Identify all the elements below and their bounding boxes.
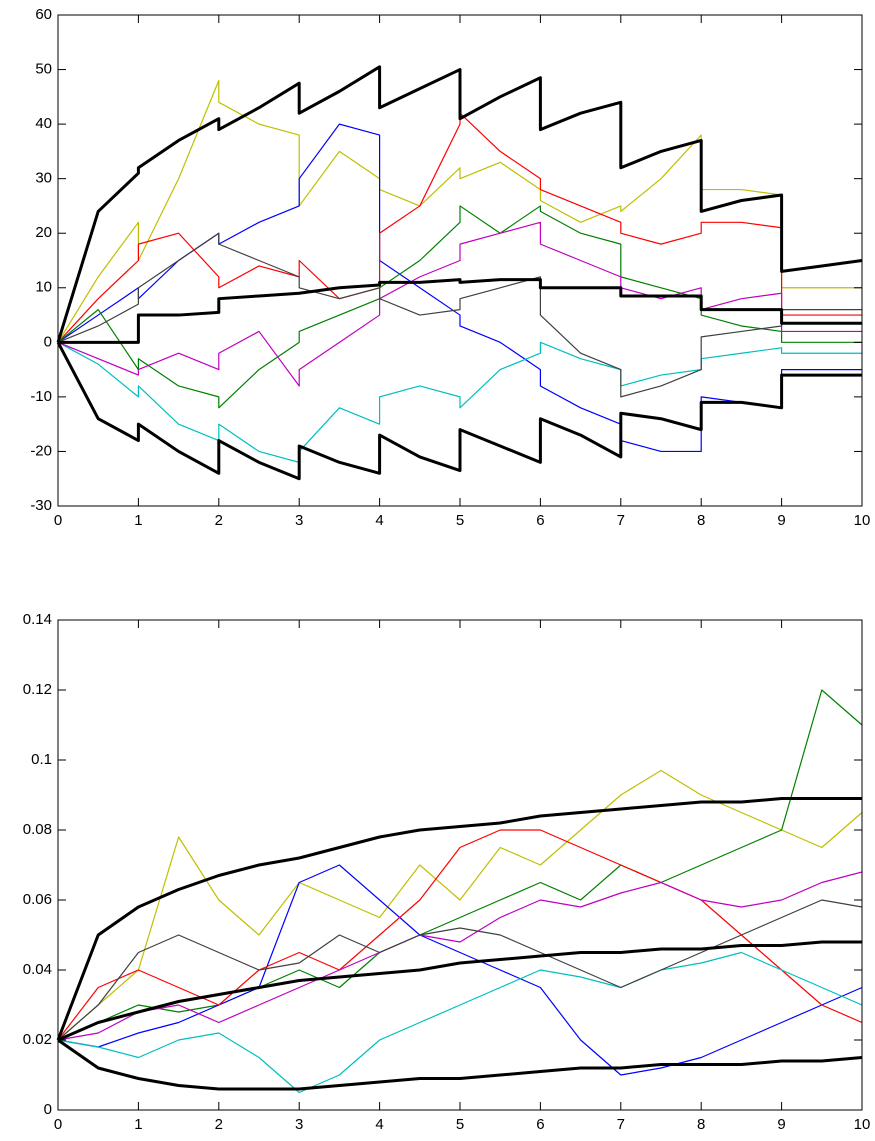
y-tick-label: 0.08 [23,821,52,838]
series-line [57,829,863,1041]
y-tick-label: 0.1 [31,751,52,768]
series-line [57,1038,863,1091]
series-line [57,79,862,343]
y-tick-label: -20 [30,442,52,459]
x-tick-label: 4 [375,512,383,529]
y-tick-label: 50 [35,61,52,78]
x-tick-label: 4 [375,1116,383,1133]
x-tick-label: 2 [215,1116,223,1133]
y-tick-label: 30 [35,170,52,187]
x-tick-label: 2 [215,512,223,529]
y-tick-label: 0.04 [23,961,52,978]
x-tick-label: 8 [697,512,705,529]
y-tick-label: 0.02 [23,1031,52,1048]
series-line [57,940,862,1042]
x-tick-label: 10 [854,1116,871,1133]
series-line [57,205,862,409]
plot-frame [57,619,863,1111]
series-line [57,871,863,1041]
x-tick-label: 6 [536,1116,544,1133]
y-tick-label: 10 [35,279,52,296]
x-tick-label: 8 [697,1116,705,1133]
x-tick-label: 5 [456,512,464,529]
series-line [57,899,863,1041]
series-line [58,278,862,344]
y-tick-label: 40 [35,115,52,132]
y-tick-label: -30 [30,497,52,514]
y-tick-label: 0.14 [23,611,52,628]
y-tick-label: 0.06 [23,891,52,908]
y-tick-label: 20 [35,224,52,241]
x-tick-label: 1 [134,512,142,529]
y-tick-label: 0.12 [23,681,52,698]
x-tick-label: 6 [536,512,544,529]
y-tick-label: 0 [44,1101,52,1118]
x-tick-label: 3 [295,1116,303,1133]
y-tick-label: 0 [44,333,52,350]
series-line [57,341,862,463]
y-tick-label: 60 [35,6,52,23]
series-line [56,797,862,1041]
x-tick-label: 3 [295,512,303,529]
series-line [57,221,862,387]
series-line [57,769,863,1041]
series-line [57,232,862,398]
x-tick-label: 0 [54,1116,62,1133]
y-tick-label: -10 [30,388,52,405]
x-tick-label: 0 [54,512,62,529]
x-tick-label: 7 [617,512,625,529]
x-tick-label: 10 [854,512,871,529]
series-line [56,65,863,343]
series-line [56,341,862,481]
x-tick-label: 5 [456,1116,464,1133]
series-line [57,689,863,1041]
x-tick-label: 9 [777,512,785,529]
x-tick-label: 9 [777,1116,785,1133]
x-tick-label: 7 [617,1116,625,1133]
x-tick-label: 1 [134,1116,142,1133]
series-line [57,864,863,1076]
series-line [57,951,863,1094]
